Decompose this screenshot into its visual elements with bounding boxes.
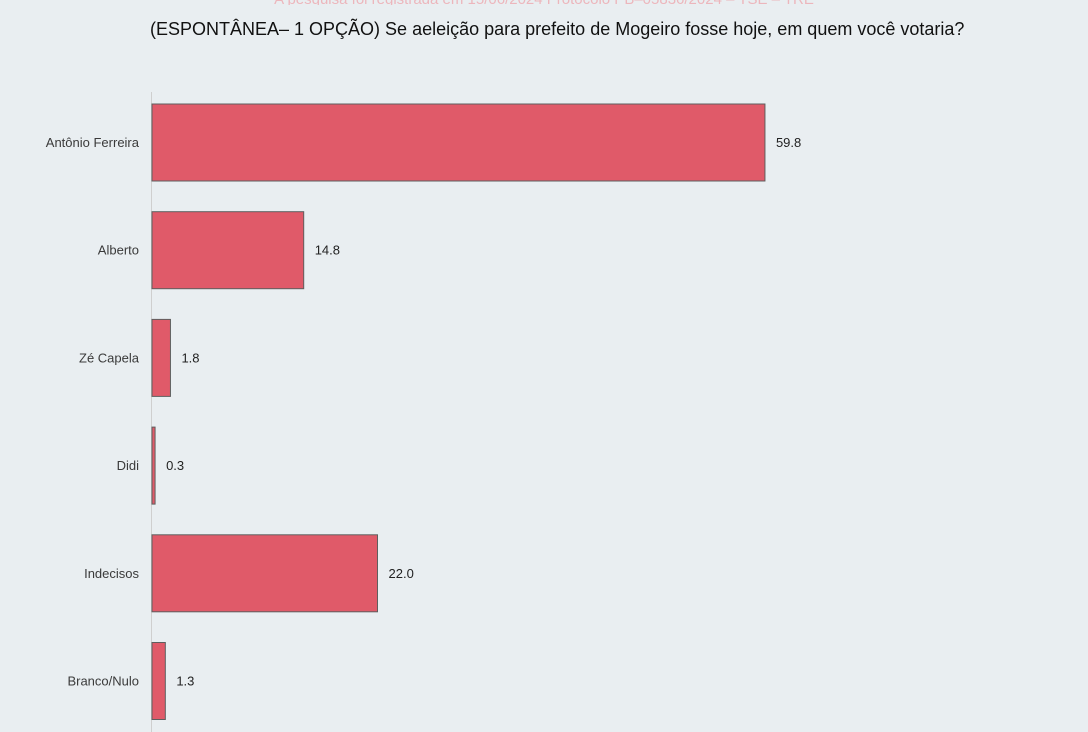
bars-group: Antônio Ferreira 59.8 Alberto 14.8 Zé Capela…	[46, 103, 801, 720]
bar-didi	[151, 426, 156, 505]
category-label-branco-nulo: Branco/Nulo	[67, 674, 139, 689]
value-label-branco-nulo: 1.3	[176, 674, 194, 689]
category-label-antonio-ferreira: Antônio Ferreira	[46, 135, 140, 150]
bar-branco-nulo	[151, 642, 166, 720]
value-label-indecisos: 22.0	[389, 566, 414, 581]
bar-antonio-ferreira	[151, 103, 766, 182]
value-label-didi: 0.3	[166, 458, 184, 473]
category-label-didi: Didi	[117, 458, 140, 473]
category-label-ze-capela: Zé Capela	[79, 350, 140, 365]
value-label-ze-capela: 1.8	[181, 350, 199, 365]
value-label-alberto: 14.8	[315, 243, 340, 258]
chart-title: (ESPONTÂNEA– 1 OPÇÃO) Se aeleição para p…	[150, 19, 965, 39]
category-label-indecisos: Indecisos	[84, 566, 139, 581]
bar-ze-capela	[151, 318, 171, 397]
bar-indecisos	[151, 534, 378, 613]
bar-alberto	[151, 211, 305, 290]
cut-off-subtitle: A pesquisa foi registrada em 15/06/2024 …	[0, 0, 1088, 5]
category-label-alberto: Alberto	[98, 243, 139, 258]
value-label-antonio-ferreira: 59.8	[776, 135, 801, 150]
